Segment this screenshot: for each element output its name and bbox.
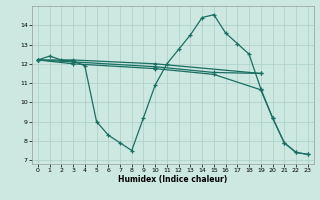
X-axis label: Humidex (Indice chaleur): Humidex (Indice chaleur) — [118, 175, 228, 184]
